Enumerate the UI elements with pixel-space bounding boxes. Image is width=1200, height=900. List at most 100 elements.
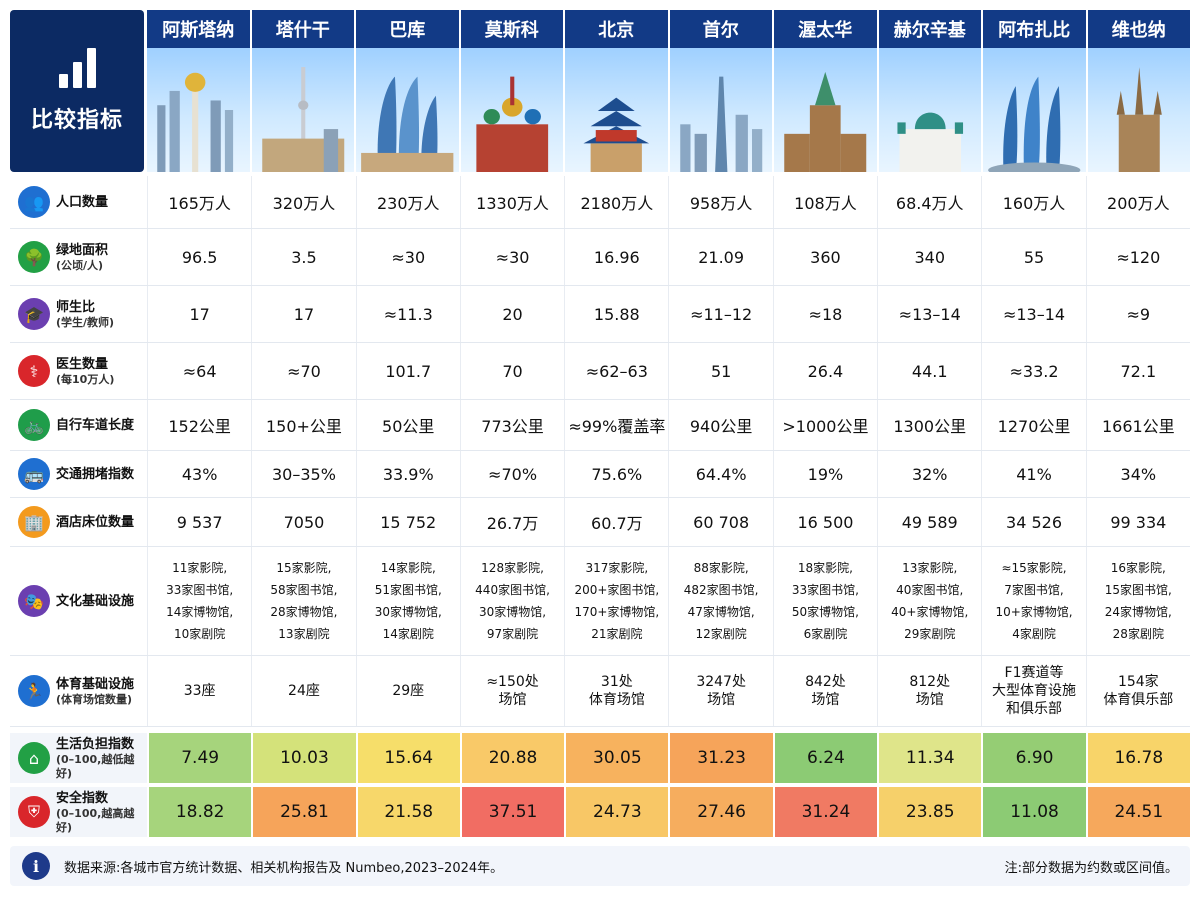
metric-title: 自行车道长度 xyxy=(56,417,135,433)
value-line: 40+家博物馆, xyxy=(891,605,969,619)
score-cell: 11.34 xyxy=(877,733,982,783)
bar-chart-icon xyxy=(58,48,96,88)
value-lines: 317家影院, 200+家图书馆, 170+家博物馆, 21家剧院 xyxy=(574,557,659,645)
value-cell: F1赛道等 大型体育设施 和俱乐部 xyxy=(981,656,1085,726)
city-skyline-image xyxy=(356,48,459,172)
value-line: 场馆 xyxy=(498,692,527,708)
metric-title: 医生数量 xyxy=(56,356,109,372)
score-cell: 18.82 xyxy=(147,787,252,837)
value-cell: >1000公里 xyxy=(772,400,877,450)
value-line: 28家剧院 xyxy=(1112,627,1164,641)
value-cell: 24座 xyxy=(251,656,355,726)
score-cell: 30.05 xyxy=(564,733,669,783)
value-line: 812处 xyxy=(909,674,951,690)
value-cell: ≈9 xyxy=(1085,286,1190,342)
value-cell: 33.9% xyxy=(355,451,460,497)
value-line: 3247处 xyxy=(696,674,746,690)
city-name: 维也纳 xyxy=(1087,10,1190,48)
value-line: 30家博物馆, xyxy=(478,605,547,619)
metric-label-traffic: 🚌 交通拥堵指数 xyxy=(10,451,147,497)
city-skyline-image xyxy=(565,48,668,172)
value-cell: 128家影院, 440家图书馆, 30家博物馆, 97家剧院 xyxy=(459,547,564,655)
city-header-row: 阿斯塔纳 塔什干 巴库 莫斯科 北京 首尔 渥太华 赫尔辛基 阿布扎比 维也纳 xyxy=(147,10,1190,172)
table-row: 🎓 师生比 (学生/教师) 17 17 ≈11.3 20 15.88 ≈11–12 ≈18 ≈13–… xyxy=(10,286,1190,343)
score-cell: 6.24 xyxy=(772,733,878,783)
score-cell: 23.85 xyxy=(877,787,982,837)
value-lines: ≈150处场馆 xyxy=(486,673,538,709)
value-lines: 18家影院, 33家图书馆, 50家博物馆, 6家剧院 xyxy=(792,557,859,645)
metric-label-population: 👥 人口数量 xyxy=(10,176,147,228)
hotel-icon: 🏢 xyxy=(18,506,50,538)
value-cell: 26.7万 xyxy=(459,498,564,546)
value-line: 16家影院, xyxy=(1110,561,1166,575)
value-line: ≈150处 xyxy=(486,674,539,690)
value-cell: 50公里 xyxy=(355,400,460,450)
value-cell: ≈11.3 xyxy=(355,286,460,342)
value-cell: 88家影院, 482家图书馆, 47家博物馆, 12家剧院 xyxy=(668,547,772,655)
value-cell: 11家影院, 33家图书馆, 14家博物馆, 10家剧院 xyxy=(147,547,251,655)
value-line: 体育场馆 xyxy=(588,692,645,708)
house-icon: ⌂ xyxy=(18,742,50,774)
value-cell: 44.1 xyxy=(877,343,981,399)
value-cell: 154家 体育俱乐部 xyxy=(1085,656,1190,726)
value-line: 13家影院, xyxy=(902,561,958,575)
value-cell: 108万人 xyxy=(772,176,877,228)
value-cell: 958万人 xyxy=(668,176,772,228)
value-cell: 60.7万 xyxy=(564,498,668,546)
value-cell: ≈70% xyxy=(459,451,564,497)
value-cell: 68.4万人 xyxy=(877,176,981,228)
metric-title: 师生比 xyxy=(56,299,96,315)
value-cell: 51 xyxy=(668,343,772,399)
value-cell: 150+公里 xyxy=(251,400,355,450)
table-row: 🌳 绿地面积 (公顷/人) 96.5 3.5 ≈30 ≈30 16.96 21.09 360 340… xyxy=(10,229,1190,286)
value-line: ≈15家影院, xyxy=(1001,561,1067,575)
value-lines: 24座 xyxy=(288,682,320,700)
value-cell: ≈62–63 xyxy=(564,343,668,399)
city-name: 莫斯科 xyxy=(460,10,563,48)
value-line: 18家影院, xyxy=(797,561,853,575)
value-cell: 60 708 xyxy=(668,498,772,546)
value-cell: ≈99%覆盖率 xyxy=(564,400,668,450)
city-skyline-image xyxy=(983,48,1086,172)
metric-label-culture: 🎭 文化基础设施 xyxy=(10,547,147,655)
runner-icon: 🏃 xyxy=(18,675,50,707)
value-line: 24座 xyxy=(288,683,320,699)
score-cell: 15.64 xyxy=(355,733,460,783)
value-line: 170+家博物馆, xyxy=(574,605,660,619)
score-row-cost: ⌂ 生活负担指数 (0–100,越低越好) 7.49 10.03 15.64 20.88 30… xyxy=(10,733,1190,783)
metric-subtitle: (每10万人) xyxy=(56,372,115,386)
value-line: 21家剧院 xyxy=(591,627,643,641)
value-cell: 360 xyxy=(772,229,877,285)
value-line: 28家博物馆, xyxy=(270,605,338,619)
value-cell: 32% xyxy=(877,451,981,497)
metric-title: 生活负担指数 xyxy=(56,736,135,752)
value-cell: 842处 场馆 xyxy=(772,656,877,726)
value-cell: ≈13–14 xyxy=(981,286,1085,342)
score-cell: 31.24 xyxy=(772,787,878,837)
metric-title: 安全指数 xyxy=(56,790,109,806)
value-cell: 26.4 xyxy=(772,343,877,399)
value-cell: 15.88 xyxy=(564,286,668,342)
table-row: 🎭 文化基础设施 11家影院, 33家图书馆, 14家博物馆, 10家剧院 15家影院, 58… xyxy=(10,547,1190,656)
value-lines: 3247处 场馆 xyxy=(696,673,746,709)
value-cell: 18家影院, 33家图书馆, 50家博物馆, 6家剧院 xyxy=(772,547,877,655)
city-name: 阿布扎比 xyxy=(983,10,1086,48)
score-cell: 31.23 xyxy=(668,733,773,783)
value-cell: 64.4% xyxy=(668,451,772,497)
value-cell: 16.96 xyxy=(564,229,668,285)
value-cell: 160万人 xyxy=(981,176,1085,228)
value-line: 128家影院, xyxy=(481,561,544,575)
city-column-3: 巴库 xyxy=(356,10,459,172)
value-cell: 29座 xyxy=(355,656,460,726)
value-line: 29座 xyxy=(392,683,425,699)
metric-name: 人口数量 xyxy=(56,194,108,211)
value-cell: 99 334 xyxy=(1085,498,1190,546)
metric-name: 交通拥堵指数 xyxy=(56,466,134,483)
value-line: 14家影院, xyxy=(380,561,436,575)
score-cell: 24.73 xyxy=(564,787,669,837)
value-cell: 96.5 xyxy=(147,229,251,285)
metric-name: 绿地面积 (公顷/人) xyxy=(56,242,108,273)
value-cell: ≈150处场馆 xyxy=(459,656,564,726)
city-column-9: 阿布扎比 xyxy=(983,10,1086,172)
value-cell: 200万人 xyxy=(1085,176,1190,228)
